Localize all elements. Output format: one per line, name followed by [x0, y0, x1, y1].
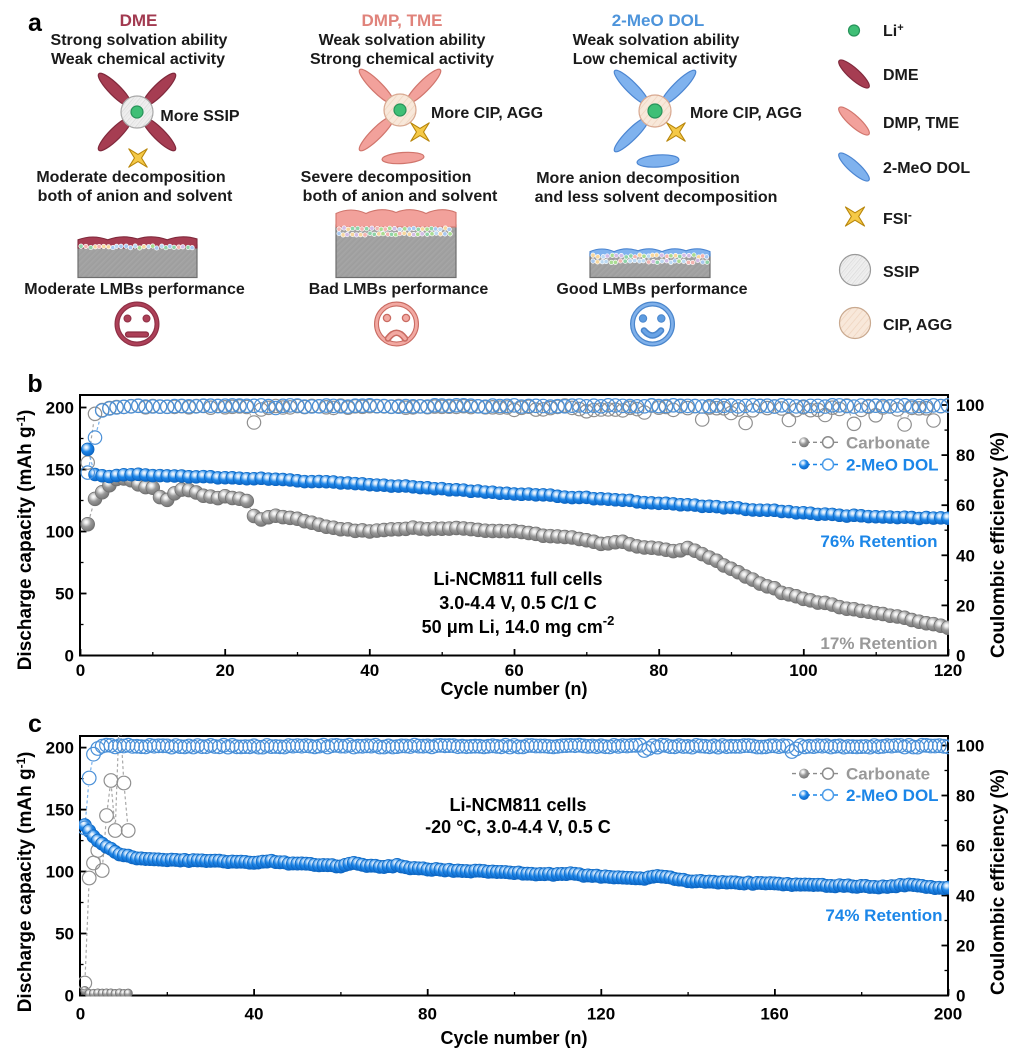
svg-text:40: 40 [956, 887, 975, 906]
svg-text:Moderate LMBs performance: Moderate LMBs performance [24, 281, 245, 298]
svg-text:100: 100 [956, 737, 984, 756]
svg-text:80: 80 [956, 787, 975, 806]
svg-text:DMP, TME: DMP, TME [883, 115, 959, 132]
svg-text:Li-NCM811 full cells: Li-NCM811 full cells [433, 569, 602, 589]
svg-text:Weak chemical activity: Weak chemical activity [51, 51, 225, 68]
svg-text:2-MeO DOL: 2-MeO DOL [612, 11, 705, 30]
svg-text:200: 200 [934, 1005, 962, 1024]
svg-text:b: b [27, 370, 42, 398]
svg-text:Severe decomposition: Severe decomposition [301, 169, 472, 186]
svg-text:40: 40 [956, 546, 975, 565]
svg-text:160: 160 [760, 1005, 788, 1024]
svg-text:2-MeO DOL: 2-MeO DOL [883, 160, 970, 177]
svg-text:Weak solvation ability: Weak solvation ability [573, 32, 740, 49]
svg-text:Good LMBs performance: Good LMBs performance [556, 281, 747, 298]
svg-text:0: 0 [65, 647, 74, 666]
svg-text:20: 20 [956, 596, 975, 615]
svg-text:Discharge capacity (mAh g-1): Discharge capacity (mAh g-1) [14, 410, 36, 671]
svg-text:Cycle number (n): Cycle number (n) [440, 1028, 587, 1048]
svg-text:100: 100 [789, 661, 817, 680]
svg-text:120: 120 [934, 661, 962, 680]
svg-text:c: c [28, 710, 42, 738]
svg-text:17% Retention: 17% Retention [820, 634, 937, 653]
svg-text:Low chemical activity: Low chemical activity [573, 51, 738, 68]
svg-text:50: 50 [55, 925, 74, 944]
svg-text:0: 0 [956, 647, 965, 666]
svg-text:100: 100 [956, 396, 984, 415]
svg-text:74% Retention: 74% Retention [825, 906, 942, 925]
svg-text:20: 20 [216, 661, 235, 680]
svg-text:2-MeO DOL: 2-MeO DOL [846, 456, 939, 475]
svg-text:0: 0 [76, 661, 85, 680]
svg-text:60: 60 [505, 661, 524, 680]
svg-text:More SSIP: More SSIP [160, 108, 239, 125]
svg-text:76% Retention: 76% Retention [820, 532, 937, 551]
svg-text:More CIP, AGG: More CIP, AGG [690, 105, 802, 122]
svg-text:3.0-4.4 V, 0.5 C/1 C: 3.0-4.4 V, 0.5 C/1 C [439, 593, 596, 613]
svg-text:Strong chemical activity: Strong chemical activity [310, 51, 494, 68]
svg-text:and less solvent decomposition: and less solvent decomposition [535, 189, 778, 206]
svg-text:both of anion and solvent: both of anion and solvent [303, 188, 498, 205]
svg-text:60: 60 [956, 837, 975, 856]
svg-text:60: 60 [956, 496, 975, 515]
svg-text:More anion decomposition: More anion decomposition [536, 170, 740, 187]
svg-text:Carbonate: Carbonate [846, 433, 930, 452]
svg-text:Bad LMBs performance: Bad LMBs performance [309, 281, 489, 298]
svg-text:0: 0 [65, 987, 74, 1006]
svg-text:Discharge capacity (mAh g-1): Discharge capacity (mAh g-1) [14, 752, 36, 1013]
svg-text:150: 150 [46, 461, 74, 480]
svg-text:DME: DME [883, 67, 919, 84]
svg-text:a: a [28, 9, 43, 37]
svg-text:50: 50 [55, 585, 74, 604]
svg-text:40: 40 [360, 661, 379, 680]
svg-text:80: 80 [649, 661, 668, 680]
svg-text:40: 40 [245, 1005, 264, 1024]
svg-text:Moderate decomposition: Moderate decomposition [36, 169, 225, 186]
svg-text:0: 0 [76, 1005, 85, 1024]
svg-text:Coulombic efficiency (%): Coulombic efficiency (%) [988, 769, 1009, 995]
svg-text:-20 °C, 3.0-4.4 V, 0.5 C: -20 °C, 3.0-4.4 V, 0.5 C [425, 817, 611, 837]
svg-text:Coulombic efficiency (%): Coulombic efficiency (%) [988, 432, 1009, 658]
svg-text:80: 80 [956, 446, 975, 465]
svg-text:CIP, AGG: CIP, AGG [883, 317, 952, 334]
svg-text:DME: DME [120, 11, 158, 30]
svg-text:2-MeO DOL: 2-MeO DOL [846, 786, 939, 805]
svg-text:80: 80 [418, 1005, 437, 1024]
svg-text:200: 200 [46, 399, 74, 418]
svg-text:Strong solvation ability: Strong solvation ability [51, 32, 228, 49]
svg-text:Weak solvation ability: Weak solvation ability [319, 32, 486, 49]
svg-text:0: 0 [956, 987, 965, 1006]
svg-text:Carbonate: Carbonate [846, 765, 930, 784]
svg-text:Li-NCM811 cells: Li-NCM811 cells [449, 795, 586, 815]
svg-text:100: 100 [46, 863, 74, 882]
svg-text:150: 150 [46, 801, 74, 820]
svg-text:20: 20 [956, 937, 975, 956]
svg-text:FSI-: FSI- [883, 208, 912, 228]
svg-text:DMP, TME: DMP, TME [362, 11, 443, 30]
svg-text:50 μm Li, 14.0 mg cm-2: 50 μm Li, 14.0 mg cm-2 [422, 613, 615, 637]
svg-text:SSIP: SSIP [883, 264, 920, 281]
svg-text:both of anion and solvent: both of anion and solvent [38, 188, 233, 205]
svg-text:More CIP, AGG: More CIP, AGG [431, 105, 543, 122]
svg-text:200: 200 [46, 739, 74, 758]
svg-text:Cycle number (n): Cycle number (n) [440, 679, 587, 699]
svg-text:100: 100 [46, 523, 74, 542]
svg-text:120: 120 [587, 1005, 615, 1024]
